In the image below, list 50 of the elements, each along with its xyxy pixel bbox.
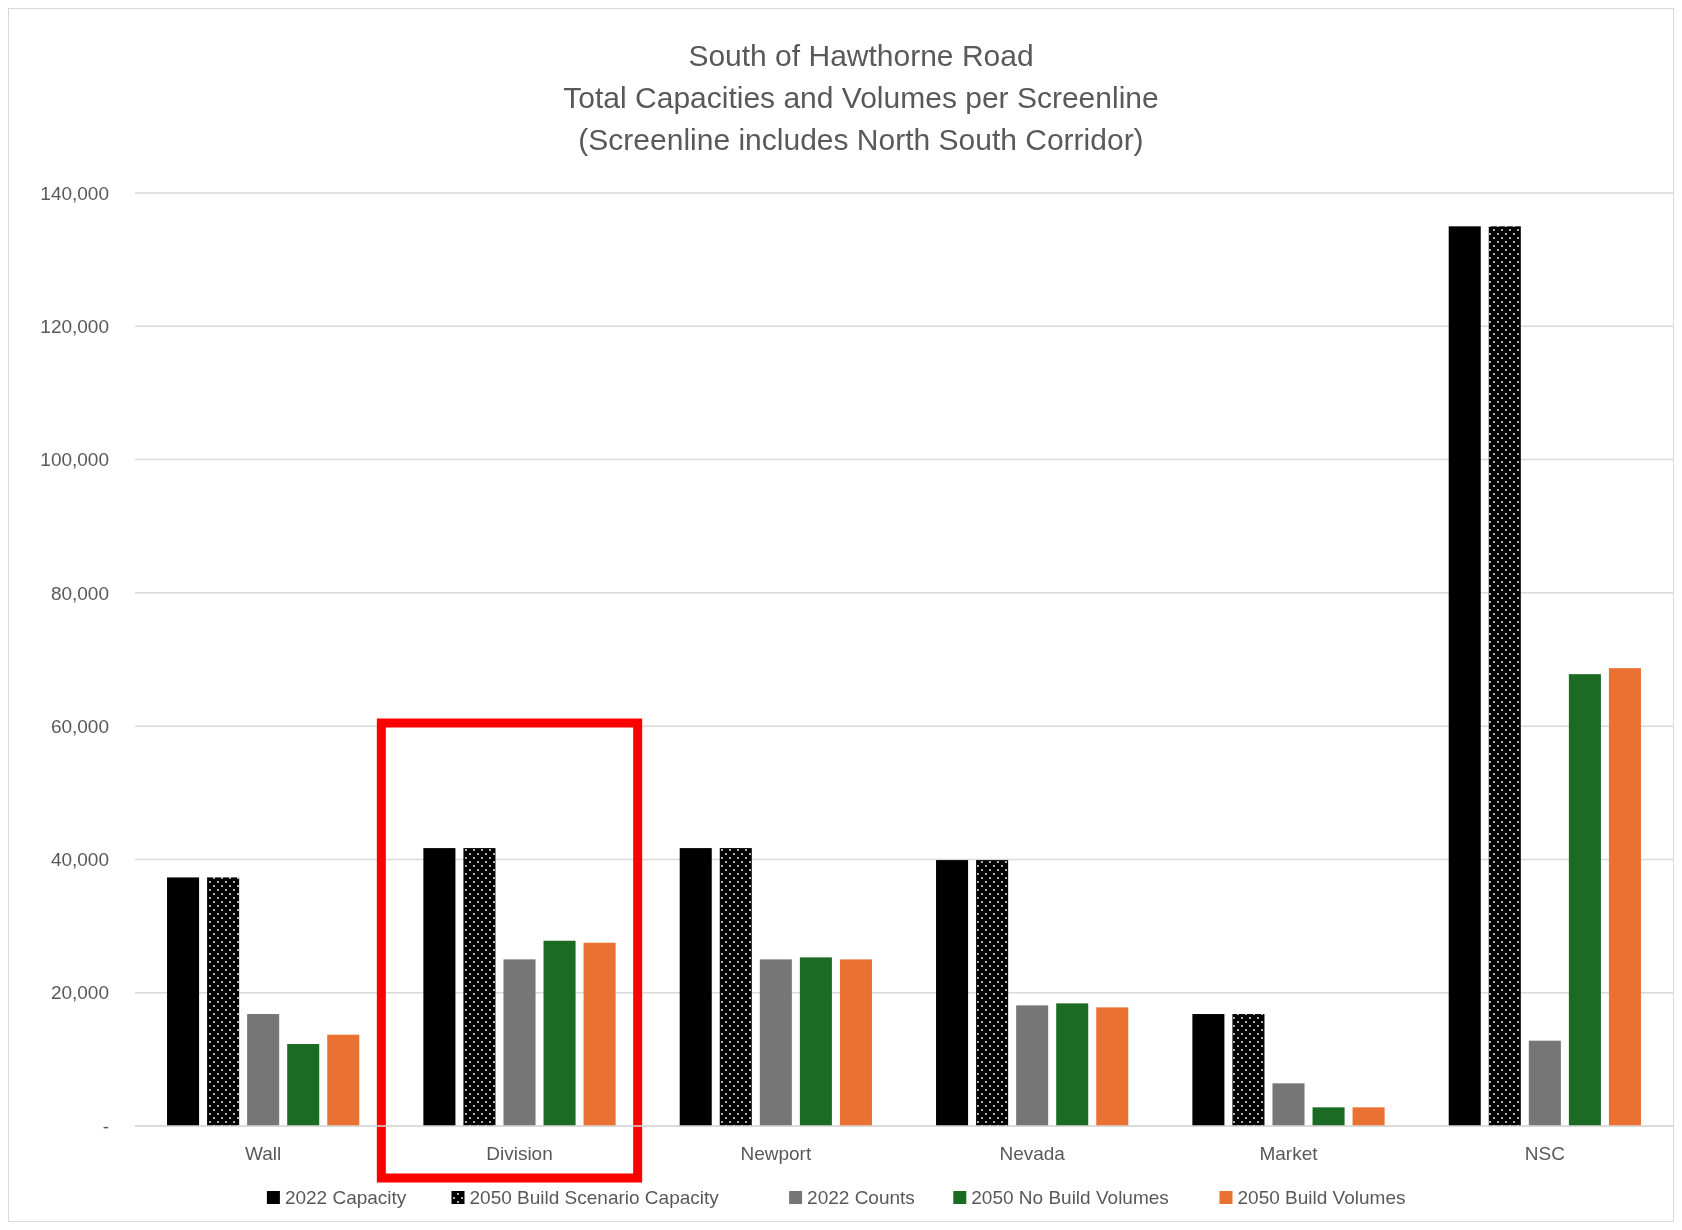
bar	[1528, 1040, 1561, 1126]
x-tick-label: Division	[486, 1143, 553, 1164]
y-tick-label: -	[102, 1115, 109, 1137]
legend-label: 2050 No Build Volumes	[971, 1187, 1169, 1208]
bar	[583, 942, 616, 1126]
x-tick-label: Nevada	[999, 1143, 1066, 1164]
legend-label: 2022 Counts	[807, 1187, 915, 1208]
bar	[1488, 226, 1521, 1126]
bar	[976, 860, 1009, 1126]
bar	[1448, 226, 1481, 1126]
bar	[1096, 1007, 1129, 1126]
legend-label: 2022 Capacity	[284, 1187, 407, 1208]
y-tick-label: 60,000	[50, 715, 109, 737]
x-tick-label: NSC	[1524, 1143, 1565, 1164]
bar	[679, 848, 712, 1126]
bar	[1232, 1014, 1265, 1126]
bar	[543, 940, 576, 1126]
bar	[503, 959, 536, 1126]
bar	[207, 877, 240, 1126]
legend-label: 2050 Build Volumes	[1237, 1187, 1406, 1208]
bar	[759, 959, 792, 1126]
bar	[463, 848, 496, 1126]
legend-label: 2050 Build Scenario Capacity	[469, 1187, 720, 1208]
y-tick-label: 80,000	[50, 582, 109, 604]
y-tick-label: 40,000	[50, 849, 109, 871]
bar	[839, 959, 872, 1126]
bar	[247, 1014, 280, 1126]
chart-title: South of Hawthorne Road Total Capacities and Volumes per Screenline (Screenline includes North South Corridor)	[563, 39, 1159, 156]
bar	[167, 877, 200, 1126]
bar	[1272, 1083, 1305, 1126]
x-tick-label: Market	[1259, 1143, 1319, 1164]
bar	[1352, 1107, 1385, 1126]
bar	[799, 957, 832, 1126]
x-tick-label: Wall	[245, 1143, 282, 1164]
bar	[936, 860, 969, 1126]
bar	[423, 848, 456, 1126]
bar	[327, 1034, 360, 1126]
bar	[1568, 674, 1601, 1126]
bar	[1192, 1014, 1225, 1126]
y-tick-label: 20,000	[50, 982, 109, 1004]
bar	[719, 848, 752, 1126]
bar	[1056, 1003, 1089, 1126]
bar	[1608, 668, 1641, 1126]
y-tick-label: 100,000	[40, 449, 109, 471]
bar	[1016, 1005, 1049, 1126]
x-tick-label: Newport	[740, 1143, 812, 1164]
bar	[1312, 1107, 1345, 1126]
bar	[287, 1044, 320, 1126]
y-tick-label: 140,000	[40, 182, 109, 204]
y-tick-label: 120,000	[40, 315, 109, 337]
